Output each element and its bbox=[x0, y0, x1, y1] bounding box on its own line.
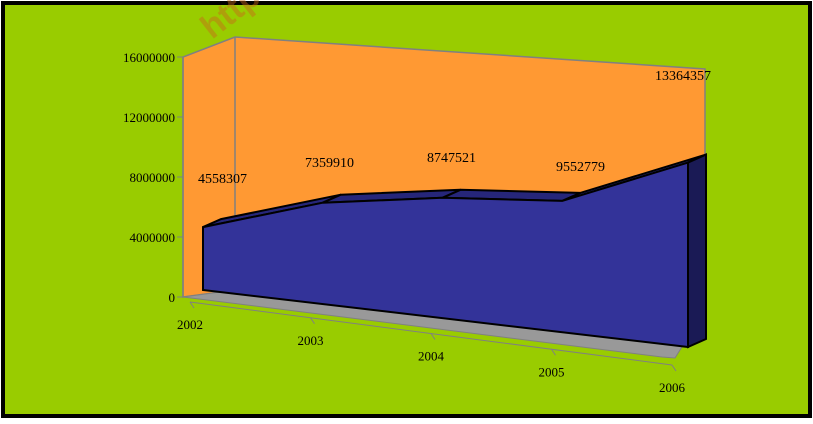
series-side-face bbox=[687, 153, 707, 349]
x-tick bbox=[310, 317, 315, 325]
series-area bbox=[202, 161, 689, 349]
x-tick bbox=[430, 333, 436, 340]
data-label: 8747521 bbox=[427, 151, 476, 166]
plot-area: 0 4000000 8000000 12000000 16000000 2002 2003 2… bbox=[123, 36, 711, 395]
x-tick-label: 2002 bbox=[177, 317, 203, 332]
y-tick-label: 12000000 bbox=[123, 110, 175, 125]
x-tick-label: 2004 bbox=[418, 349, 445, 364]
x-tick bbox=[551, 348, 556, 356]
y-tick-label: 0 bbox=[169, 290, 176, 305]
x-tick-label: 2003 bbox=[298, 333, 324, 348]
x-tick-label: 2006 bbox=[659, 380, 686, 395]
x-tick bbox=[671, 364, 677, 372]
x-tick bbox=[189, 301, 195, 309]
y-tick-label: 4000000 bbox=[130, 230, 176, 245]
data-label: 4558307 bbox=[198, 172, 247, 187]
y-tick-label: 16000000 bbox=[123, 50, 175, 65]
data-label: 9552779 bbox=[556, 160, 605, 175]
x-tick-label: 2005 bbox=[539, 364, 565, 379]
data-label: 7359910 bbox=[305, 156, 354, 171]
data-label: 13364357 bbox=[655, 69, 711, 84]
y-tick-label: 8000000 bbox=[130, 170, 176, 185]
